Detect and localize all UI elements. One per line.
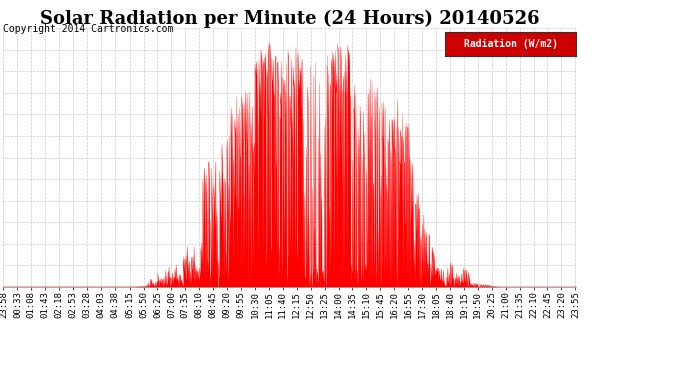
Text: Copyright 2014 Cartronics.com: Copyright 2014 Cartronics.com (3, 24, 174, 34)
Text: Solar Radiation per Minute (24 Hours) 20140526: Solar Radiation per Minute (24 Hours) 20… (40, 9, 540, 28)
Text: Radiation (W/m2): Radiation (W/m2) (464, 39, 558, 49)
